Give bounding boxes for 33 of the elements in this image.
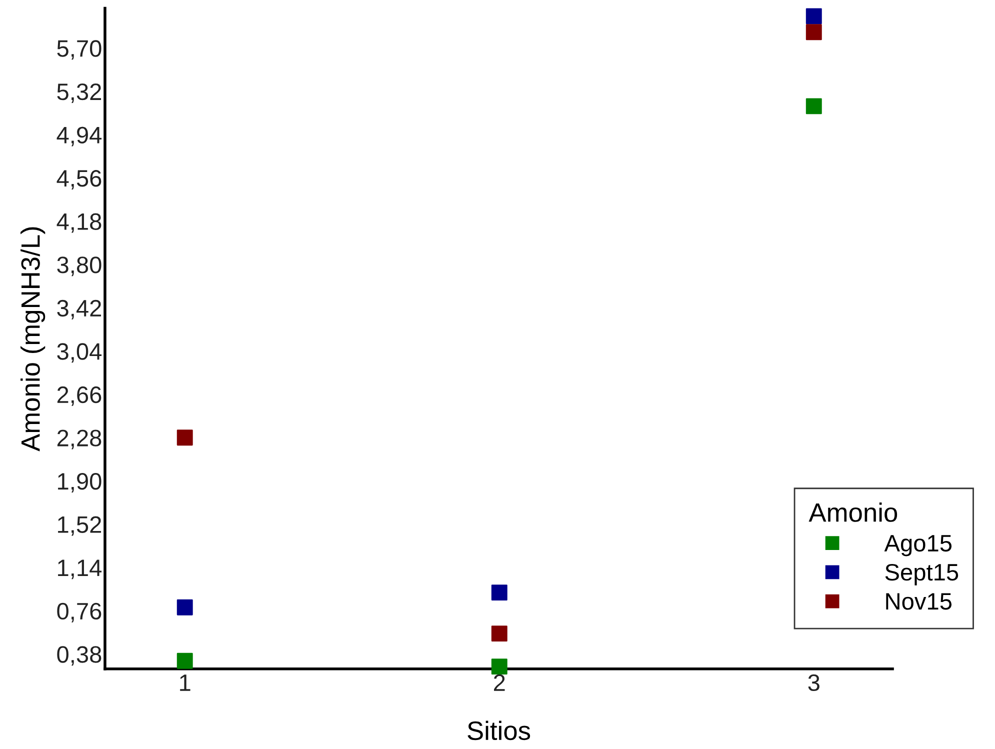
legend-label: Nov15 [886, 593, 952, 610]
x-axis-title: Sitios [468, 720, 530, 740]
y-tick-label: 2,28 [57, 430, 102, 450]
y-tick-label: 2,66 [57, 386, 102, 406]
y-tick-label: 3,42 [57, 300, 102, 320]
y-tick-label: 1,14 [58, 560, 102, 580]
y-tick-label: 4,94 [56, 126, 102, 146]
point [491, 626, 508, 642]
y-tick-label: 1,90 [58, 472, 102, 492]
x-tick-label: 2 [494, 674, 505, 691]
y-tick-label: 1,52 [58, 516, 102, 536]
point [176, 430, 193, 446]
x-tick-label: 3 [808, 674, 820, 692]
legend-label: Ago15 [884, 535, 952, 556]
point [176, 599, 193, 616]
point [806, 98, 822, 114]
y-axis-title: Amonio (mgNH3/L) [20, 227, 46, 452]
y-tick-label: 5,70 [57, 40, 102, 60]
point [491, 658, 508, 675]
y-tick-label: 0,76 [57, 602, 102, 622]
point [806, 8, 822, 24]
point [491, 584, 508, 601]
point [176, 652, 193, 669]
y-tick-label: 0,38 [57, 646, 102, 666]
legend-title: Amonio [808, 502, 898, 522]
y-tick-label: 3,80 [57, 256, 102, 276]
legend-label: Sept15 [885, 564, 958, 586]
y-tick-label: 5,32 [57, 83, 102, 103]
point [806, 24, 822, 40]
y-tick-label: 4,56 [56, 170, 102, 190]
y-tick-label: 4,18 [56, 213, 102, 233]
y-tick-label: 3,04 [57, 343, 102, 363]
x-tick-label: 1 [180, 674, 190, 691]
